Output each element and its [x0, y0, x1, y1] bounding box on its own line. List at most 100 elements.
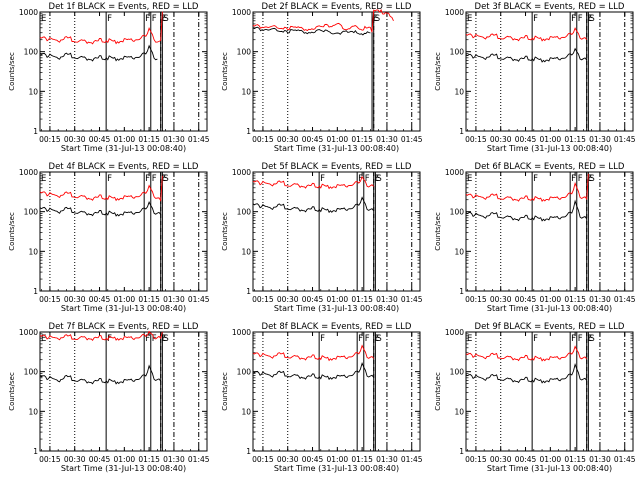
- x-tick-label: 01:00: [327, 455, 349, 464]
- x-tick-label: 00:30: [490, 295, 512, 304]
- x-tick-label: 01:30: [163, 455, 185, 464]
- x-tick-label: 01:45: [614, 295, 636, 304]
- chart-svg: Det 5f BLACK = Events, RED = LLD 1 10 100 10…: [221, 162, 423, 313]
- x-tick-label: 01:00: [540, 455, 562, 464]
- chart-panel: Det 7f BLACK = Events, RED = LLD 1 10 100 10…: [0, 320, 213, 480]
- x-axis-label: Start Time (31-Jul-13 00:08:40): [274, 464, 399, 473]
- series-line-events: [39, 364, 162, 385]
- y-tick-label: 10: [454, 407, 464, 416]
- x-tick-label: 00:30: [64, 455, 86, 464]
- x-tick-label: 01:45: [188, 295, 210, 304]
- series-line-events: [465, 363, 588, 384]
- y-tick-label: 1: [246, 287, 251, 296]
- event-marker-label: F: [320, 174, 325, 184]
- x-axis-label: Start Time (31-Jul-13 00:08:40): [274, 144, 399, 153]
- x-axis-label: Start Time (31-Jul-13 00:08:40): [61, 464, 186, 473]
- series-line-lld: [465, 173, 589, 203]
- y-tick-label: 1000: [232, 328, 251, 337]
- event-marker-label: F: [578, 14, 583, 24]
- plot-frame: [39, 171, 208, 292]
- x-tick-label: 01:30: [163, 295, 185, 304]
- event-marker-label: F: [365, 174, 370, 184]
- x-tick-label: 01:15: [351, 135, 373, 144]
- x-tick-label: 01:00: [540, 135, 562, 144]
- x-tick-label: 00:30: [490, 135, 512, 144]
- x-tick-label: 01:45: [188, 135, 210, 144]
- series-line-lld: [252, 344, 375, 362]
- x-tick-label: 00:30: [490, 455, 512, 464]
- series-line-lld: [39, 11, 163, 45]
- chart-panel: Det 4f BLACK = Events, RED = LLD 1 10 100 10…: [0, 160, 213, 320]
- x-tick-label: 00:30: [64, 295, 86, 304]
- x-tick-label: 00:45: [515, 135, 537, 144]
- x-tick-label: 00:15: [252, 455, 274, 464]
- series-line-lld: [465, 345, 588, 362]
- x-tick-label: 00:15: [465, 455, 487, 464]
- y-tick-label: 10: [241, 87, 251, 96]
- event-marker-label: E: [588, 174, 593, 184]
- y-tick-label: 100: [24, 368, 39, 377]
- y-tick-label: 10: [28, 247, 38, 256]
- x-tick-label: 00:45: [302, 135, 324, 144]
- x-tick-label: 01:30: [589, 295, 611, 304]
- y-tick-label: 100: [237, 208, 252, 217]
- y-axis-label: Counts/sec: [434, 372, 442, 411]
- y-tick-label: 1000: [19, 328, 38, 337]
- x-tick-label: 01:15: [564, 295, 586, 304]
- x-tick-label: 01:30: [589, 135, 611, 144]
- series-line-events: [465, 199, 588, 222]
- x-tick-label: 00:45: [515, 295, 537, 304]
- chart-panel: Det 8f BLACK = Events, RED = LLD 1 10 100 10…: [213, 320, 426, 480]
- x-tick-label: 00:15: [39, 295, 61, 304]
- x-tick-label: 01:15: [138, 455, 160, 464]
- event-marker-label: E: [467, 334, 472, 344]
- event-marker-label: F: [533, 174, 538, 184]
- y-axis-label: Counts/sec: [8, 372, 16, 411]
- chart-svg: Det 7f BLACK = Events, RED = LLD 1 10 100 10…: [8, 322, 210, 473]
- event-marker-label: F: [578, 334, 583, 344]
- event-marker-label: F: [152, 14, 157, 24]
- x-tick-label: 01:30: [163, 135, 185, 144]
- x-tick-label: 01:00: [540, 295, 562, 304]
- event-marker-label: S: [589, 14, 594, 24]
- y-tick-label: 1000: [445, 328, 464, 337]
- x-tick-label: 00:30: [277, 135, 299, 144]
- chart-svg: Det 1f BLACK = Events, RED = LLD 1 10 100 10…: [8, 2, 210, 153]
- event-marker-label: E: [41, 334, 46, 344]
- plot-frame: [39, 331, 208, 452]
- y-tick-label: 10: [454, 87, 464, 96]
- y-tick-label: 1: [246, 127, 251, 136]
- event-marker-label: F: [533, 334, 538, 344]
- y-axis-label: Counts/sec: [221, 52, 229, 91]
- chart-panel: Det 2f BLACK = Events, RED = LLD 1 10 100 10…: [213, 0, 426, 160]
- event-marker-label: F: [152, 334, 157, 344]
- y-tick-label: 1: [459, 127, 464, 136]
- event-marker-label: S: [376, 334, 381, 344]
- x-tick-label: 00:15: [39, 135, 61, 144]
- plot-frame: [465, 171, 634, 292]
- event-marker-label: E: [41, 14, 46, 24]
- event-marker-label: F: [145, 14, 150, 24]
- chart-panel: Det 6f BLACK = Events, RED = LLD 1 10 100 10…: [426, 160, 639, 320]
- event-marker-label: F: [533, 14, 538, 24]
- chart-svg: Det 8f BLACK = Events, RED = LLD 1 10 100 10…: [221, 322, 423, 473]
- event-marker-label: E: [467, 14, 472, 24]
- x-tick-label: 01:15: [564, 455, 586, 464]
- y-tick-label: 100: [237, 368, 252, 377]
- y-axis-label: Counts/sec: [221, 212, 229, 251]
- y-tick-label: 1000: [445, 168, 464, 177]
- series-line-lld: [252, 9, 394, 33]
- x-tick-label: 00:45: [515, 455, 537, 464]
- y-tick-label: 10: [241, 247, 251, 256]
- x-tick-label: 00:45: [89, 455, 111, 464]
- chart-title: Det 4f BLACK = Events, RED = LLD: [49, 162, 199, 172]
- chart-title: Det 5f BLACK = Events, RED = LLD: [262, 162, 412, 172]
- x-tick-label: 01:00: [114, 135, 136, 144]
- x-tick-label: 01:30: [376, 135, 398, 144]
- series-line-events: [252, 26, 371, 36]
- event-marker-label: F: [107, 174, 112, 184]
- y-tick-label: 100: [24, 48, 39, 57]
- event-marker-label: F: [358, 174, 363, 184]
- y-tick-label: 10: [28, 407, 38, 416]
